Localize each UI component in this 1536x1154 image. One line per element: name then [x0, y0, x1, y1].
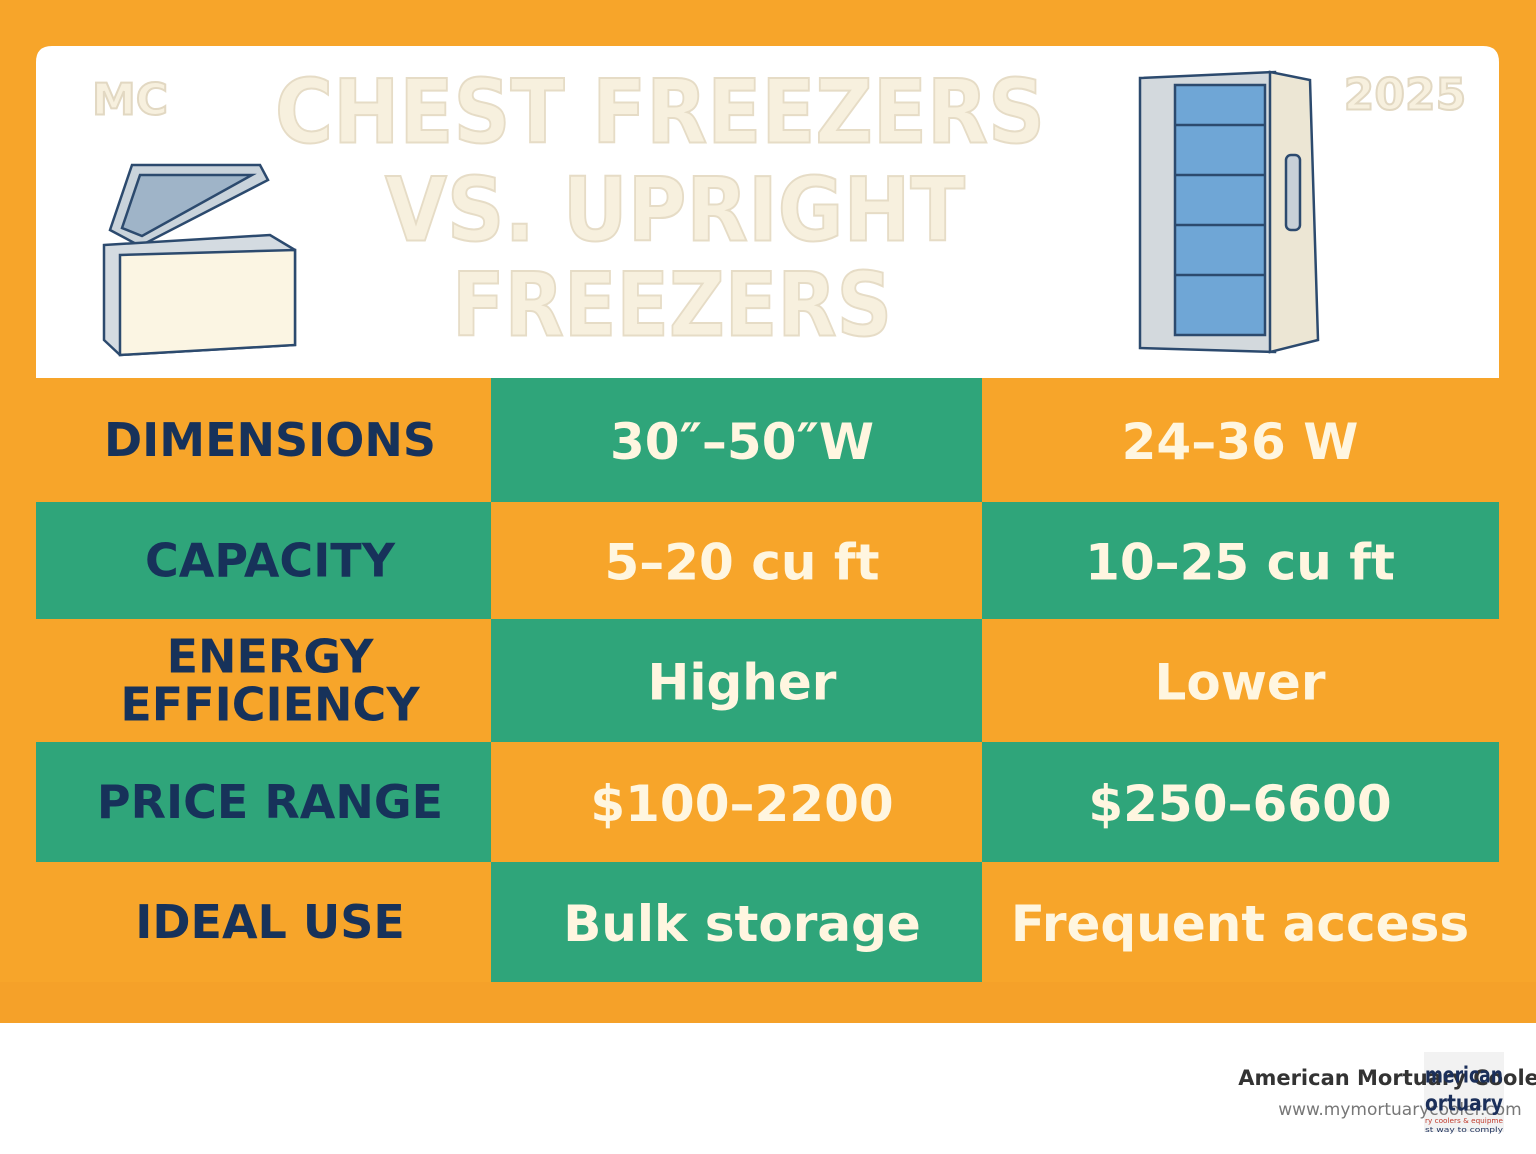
- table-cell: [982, 502, 1499, 619]
- upright-value: $250–6600: [1088, 775, 1391, 833]
- table-cell: [491, 502, 982, 619]
- logo-text: ry coolers & equipme: [1425, 1117, 1503, 1125]
- table-cell: [491, 742, 982, 862]
- logo: [1424, 1052, 1504, 1132]
- upright-freezer-icon: [1138, 70, 1320, 354]
- chest-value: 5–20 cu ft: [604, 534, 879, 592]
- upright-value: Lower: [1155, 654, 1326, 712]
- chest-freezer-icon: [102, 163, 297, 357]
- upright-value: 10–25 cu ft: [1085, 534, 1395, 592]
- chest-value: $100–2200: [590, 775, 893, 833]
- table-cell: [36, 502, 491, 619]
- table-cell: [982, 742, 1499, 862]
- header-panel: [36, 46, 1499, 378]
- table-cell: [36, 862, 491, 982]
- table-cell: [491, 619, 982, 742]
- footer-bg: [0, 1023, 1536, 1154]
- row-label: ENERGY: [167, 630, 375, 684]
- table-cell: [491, 862, 982, 982]
- upright-value: 24–36 W: [1122, 413, 1359, 471]
- row-label: EFFICIENCY: [120, 678, 420, 732]
- company-name: American Mortuary Coolers: [1238, 1066, 1536, 1090]
- table-cell: [36, 742, 491, 862]
- table-cell: [36, 378, 491, 502]
- row-label: IDEAL USE: [135, 895, 405, 949]
- title-line: FREEZERS: [452, 254, 892, 357]
- table-cell: [491, 378, 982, 502]
- table-cell: [982, 862, 1499, 982]
- title-line: CHEST FREEZERS: [275, 61, 1045, 164]
- badge: MC: [92, 75, 168, 126]
- row-label: CAPACITY: [145, 534, 396, 588]
- upright-value: Frequent access: [1011, 895, 1469, 953]
- title-line: VS. UPRIGHT: [385, 159, 965, 262]
- company-url: www.mymortuarycooler.com: [1278, 1100, 1522, 1120]
- chest-value: Higher: [648, 654, 837, 712]
- logo-text: ortuary: [1425, 1092, 1503, 1117]
- row-label: PRICE RANGE: [97, 775, 443, 829]
- year: 2025: [1344, 70, 1466, 121]
- table-cell: [982, 378, 1499, 502]
- chest-value: 30″–50″W: [610, 413, 874, 471]
- row-label: DIMENSIONS: [104, 413, 436, 467]
- bottom-strip: [0, 982, 1536, 1023]
- table-cell: [982, 619, 1499, 742]
- table-cell: [36, 619, 491, 742]
- logo-text: merican: [1425, 1064, 1503, 1089]
- logo-bg: [1424, 1052, 1504, 1132]
- chest-value: Bulk storage: [563, 895, 921, 953]
- logo-text: st way to comply: [1425, 1126, 1503, 1134]
